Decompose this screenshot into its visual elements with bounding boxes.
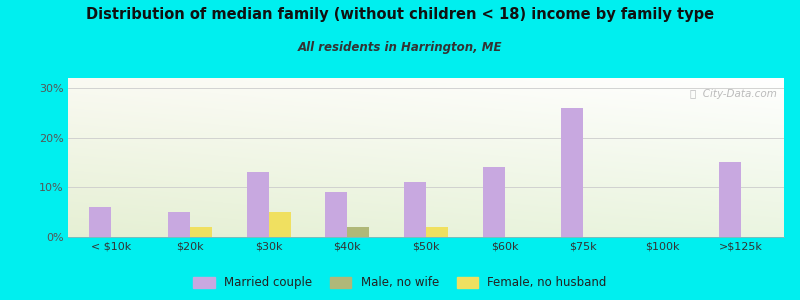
Bar [404, 182, 426, 237]
Bar [326, 192, 347, 237]
Text: All residents in Harrington, ME: All residents in Harrington, ME [298, 40, 502, 53]
Bar [246, 172, 269, 237]
Bar [718, 163, 741, 237]
Bar [269, 212, 290, 237]
Bar [190, 227, 212, 237]
Legend: Married couple, Male, no wife, Female, no husband: Married couple, Male, no wife, Female, n… [189, 272, 611, 294]
Bar [482, 167, 505, 237]
Text: Distribution of median family (without children < 18) income by family type: Distribution of median family (without c… [86, 8, 714, 22]
Bar [168, 212, 190, 237]
Bar [90, 207, 111, 237]
Text: ⓘ  City-Data.com: ⓘ City-Data.com [690, 89, 777, 99]
Bar [426, 227, 448, 237]
Bar [347, 227, 370, 237]
Bar [562, 108, 583, 237]
